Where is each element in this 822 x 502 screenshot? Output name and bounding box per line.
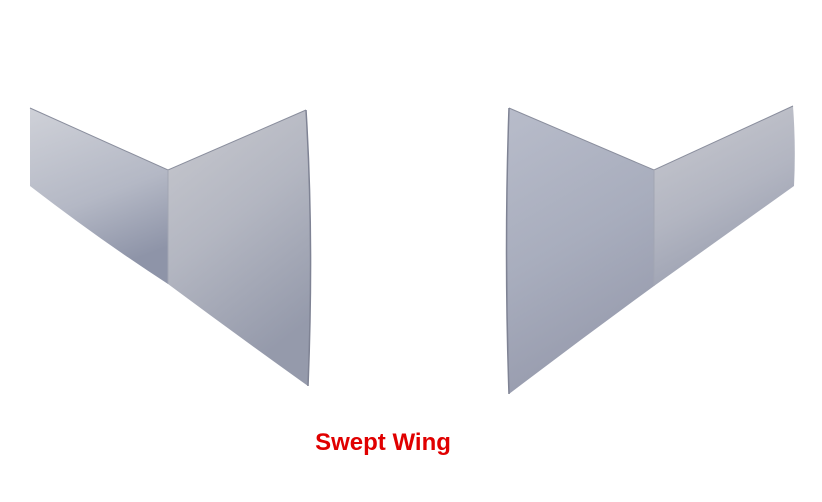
left-wing	[29, 107, 312, 387]
left-wing-outer-panel	[30, 108, 168, 284]
right-wing-inner-panel	[506, 108, 654, 394]
right-wing-root-edge	[505, 107, 510, 395]
left-wing-tip-edge	[305, 109, 312, 387]
left-wing-inner-panel	[168, 110, 311, 386]
caption-text: Swept Wing	[315, 429, 451, 456]
right-wing	[505, 105, 795, 395]
right-wing-outer-panel	[654, 106, 795, 286]
caption: Swept Wing	[0, 428, 822, 458]
